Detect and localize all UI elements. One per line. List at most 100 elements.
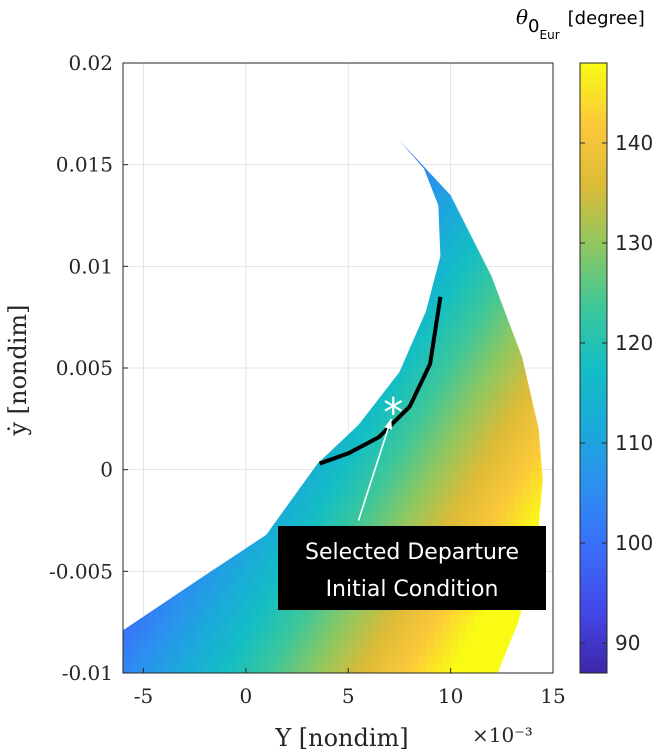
region-cell [403,487,412,496]
region-cell [123,623,132,632]
region-cell [499,335,508,344]
region-cell [123,143,132,152]
region-cell [411,663,420,672]
region-cell [291,191,300,200]
region-cell [395,615,404,624]
region-cell [251,359,260,368]
region-cell [387,247,396,256]
region-cell [395,143,404,152]
region-cell [499,279,508,288]
region-cell [195,359,204,368]
x-tick-label: 10 [438,684,463,708]
region-cell [203,415,212,424]
region-cell [283,263,292,272]
region-cell [123,167,132,176]
region-cell [403,319,412,328]
region-cell [467,71,476,80]
region-cell [307,183,316,192]
region-cell [339,479,348,488]
region-cell [427,607,436,616]
region-cell [515,503,524,512]
region-cell [235,415,244,424]
region-cell [451,140,460,144]
region-cell [395,279,404,288]
region-cell [323,87,332,96]
region-cell [195,663,204,672]
region-cell [323,311,332,320]
region-cell [299,127,308,136]
region-cell [179,287,188,296]
region-cell [515,167,524,176]
region-cell [179,463,188,472]
region-cell [435,167,444,176]
region-cell [259,575,268,584]
region-cell [275,143,284,152]
region-cell [163,471,172,480]
region-cell [171,455,180,464]
region-cell [339,255,348,264]
region-cell [547,671,556,680]
region-cell [131,615,140,624]
region-cell [187,551,196,560]
region-cell [155,583,164,592]
region-cell [123,231,132,240]
region-cell [131,103,140,112]
region-cell [515,639,524,648]
region-cell [499,223,508,232]
region-cell [331,79,340,88]
region-cell [403,375,412,384]
region-cell [451,431,460,440]
region-cell [523,383,532,392]
region-cell [411,159,420,168]
region-cell [187,279,196,288]
region-cell [523,279,532,288]
region-cell [235,207,244,216]
region-cell [203,71,212,80]
region-cell [163,447,172,456]
region-cell [283,247,292,256]
region-cell [243,503,252,512]
region-cell [123,287,132,296]
region-cell [283,423,292,432]
region-cell [275,415,284,424]
region-cell [395,103,404,112]
region-cell [507,327,516,336]
region-cell [363,431,372,440]
region-cell [251,271,260,280]
region-cell [211,359,220,368]
region-cell [459,623,468,632]
region-cell [443,607,452,616]
region-cell [339,423,348,432]
region-cell [491,175,500,184]
region-cell [547,103,556,112]
region-cell [355,239,364,248]
region-cell [539,391,543,400]
region-cell [435,183,444,192]
region-cell [451,351,460,360]
region-cell [315,615,324,624]
region-cell [187,215,196,224]
region-cell [203,191,212,200]
region-cell [499,423,508,432]
region-cell [267,215,276,224]
region-cell [491,319,500,328]
region-cell [171,471,180,480]
region-cell [443,431,452,440]
region-cell [187,140,196,144]
region-cell [435,263,444,272]
region-cell [499,295,508,304]
region-cell [419,231,428,240]
region-cell [499,663,508,672]
region-cell [155,295,164,304]
region-cell [283,95,292,104]
region-cell [147,207,156,216]
region-cell [459,223,468,232]
region-cell [403,127,412,136]
region-cell [259,431,268,440]
region-cell [283,503,292,512]
region-cell [243,127,252,136]
region-cell [379,247,388,256]
region-cell [427,623,436,632]
region-cell [339,615,348,624]
region-cell [539,71,548,80]
